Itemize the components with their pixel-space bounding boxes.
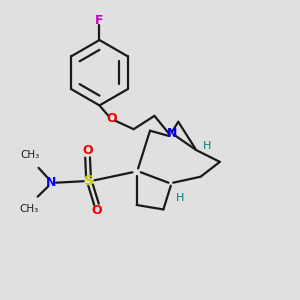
Text: N: N bbox=[46, 176, 56, 189]
Text: CH₃: CH₃ bbox=[20, 150, 39, 160]
Text: O: O bbox=[106, 112, 117, 125]
Text: N: N bbox=[167, 127, 178, 140]
Text: H: H bbox=[203, 140, 212, 151]
Text: CH₃: CH₃ bbox=[20, 204, 39, 214]
Text: O: O bbox=[92, 204, 102, 218]
Text: S: S bbox=[84, 174, 94, 188]
Text: O: O bbox=[82, 144, 93, 158]
Text: H: H bbox=[176, 193, 184, 203]
Text: F: F bbox=[95, 14, 104, 27]
